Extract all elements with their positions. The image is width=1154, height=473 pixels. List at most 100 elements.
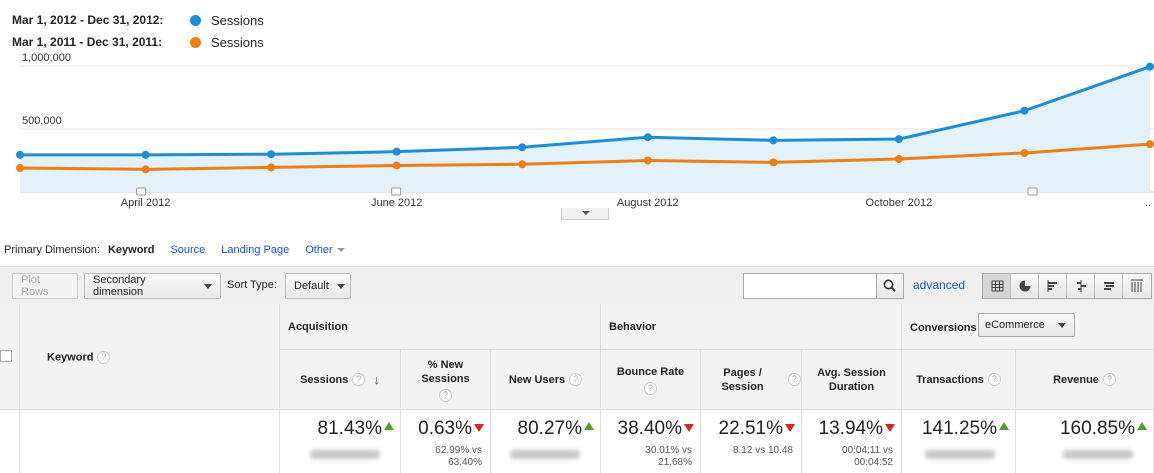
conversions-goal-value: eCommerce [985,319,1045,331]
sort-type-dropdown[interactable]: Default [285,273,351,299]
data-point[interactable] [16,164,24,173]
conversions-goal-dropdown[interactable]: eCommerce [978,313,1075,337]
column-header-transactions[interactable]: Transactions? [902,350,1016,410]
annotation-icon[interactable] [391,187,402,196]
help-icon[interactable]: ? [1102,373,1116,386]
advanced-filter-link[interactable]: advanced [913,278,966,292]
metric-change-cell: 38.40% 30.01% vs 21.68% [601,410,701,473]
data-point[interactable] [518,160,527,169]
annotation-marker [136,187,147,196]
annotation-icon[interactable] [1027,187,1038,196]
comparison-line: 63.40% [448,457,482,468]
secondary-dimension-dropdown[interactable]: Secondary dimension [84,273,221,299]
secondary-dimension-label: Secondary dimension [93,274,146,298]
data-point[interactable] [1146,62,1154,71]
data-point[interactable] [392,147,401,156]
table-toolbar: Plot Rows Secondary dimension Sort Type:… [0,266,1154,304]
data-point[interactable] [267,163,276,172]
select-all-header [0,304,20,410]
data-point[interactable] [643,133,652,142]
term-cloud-view-button[interactable] [1095,274,1123,298]
metric-change-cell: 141.25% [902,410,1016,473]
y-tick-label: 500,000 [22,115,62,127]
help-icon[interactable]: ? [569,373,583,386]
data-point[interactable] [894,154,903,163]
x-tick-label: June 2012 [371,197,422,209]
primary-dimension-label: Primary Dimension: [4,244,100,256]
dimension-source[interactable]: Source [170,244,206,256]
sort-descending-icon[interactable]: ↓ [373,371,380,387]
dimension-keyword[interactable]: Keyword [107,244,155,256]
chevron-down-icon [1058,323,1066,328]
column-header-avg-session-duration[interactable]: Avg. Session Duration? [802,350,902,410]
select-all-checkbox[interactable] [0,350,12,362]
data-point[interactable] [894,135,903,144]
comparison-view-button[interactable] [1067,274,1095,298]
help-icon[interactable]: ? [788,373,801,386]
legend-entry-2012[interactable]: Mar 1, 2012 - Dec 31, 2012: Sessions [12,9,264,31]
column-header--new-sessions[interactable]: % New Sessions? [401,350,491,410]
legend-entry-2011[interactable]: Mar 1, 2011 - Dec 31, 2011: Sessions [12,31,264,53]
help-icon[interactable]: ? [439,388,452,402]
data-point[interactable] [769,158,778,167]
column-header-label: Bounce Rate [616,365,685,378]
comparison-line: 21.68% [658,457,692,468]
data-point[interactable] [769,136,778,145]
report-table: Keyword? Acquisition Behavior Conversion… [0,304,1154,473]
redacted-value [510,450,580,459]
comparison-line: 00:04:11 vs [842,445,893,456]
series-line-1 [19,142,1151,171]
data-point[interactable] [1146,140,1154,149]
behavior-label: Behavior [609,321,657,333]
conversions-group-header: Conversions eCommerce [902,304,1154,350]
data-point[interactable] [1020,106,1029,115]
series-color-dot [190,36,201,48]
y-tick-label: 1,000,000 [22,52,71,64]
help-icon[interactable]: ? [97,351,111,364]
help-icon[interactable]: ? [644,381,657,395]
dimension-other-dropdown[interactable]: Other [305,244,345,256]
plot-rows-button[interactable]: Plot Rows [12,273,78,299]
grid-table-icon [991,280,1004,292]
pivot-view-button[interactable] [1123,274,1151,298]
arrow-down-icon [474,424,484,432]
keyword-column-header[interactable]: Keyword? [20,304,280,410]
data-point[interactable] [141,150,150,159]
dimension-landing-page[interactable]: Landing Page [221,244,290,256]
annotation-marker [391,187,402,196]
column-header-label: Transactions [916,373,984,386]
data-point[interactable] [1020,148,1029,157]
comparison-values: 00:04:11 vs 00:04:52 [842,445,893,469]
data-point[interactable] [267,150,276,159]
percent-change-value: 81.43% [317,418,382,439]
data-point[interactable] [141,165,150,174]
column-header-pages-session[interactable]: Pages / Session? [701,350,802,410]
collapse-chart-toggle[interactable] [561,208,609,220]
comparison-line: 30.01% vs [645,445,692,456]
column-header-revenue[interactable]: Revenue? [1016,350,1154,410]
data-point[interactable] [16,150,24,159]
column-header-label: % New Sessions [421,358,470,385]
x-tick-label: April 2012 [121,197,171,209]
column-header-bounce-rate[interactable]: Bounce Rate? [601,350,701,410]
column-header-new-users[interactable]: New Users? [491,350,601,410]
help-icon[interactable]: ? [987,373,1001,386]
arrow-up-icon [384,422,394,430]
column-header-sessions[interactable]: Sessions? ↓ [280,350,401,410]
data-point[interactable] [392,161,401,170]
search-button[interactable] [876,273,904,299]
table-search-input[interactable] [743,273,877,299]
series-line-0 [20,65,1151,157]
annotation-icon[interactable] [136,187,147,196]
acquisition-group-header: Acquisition [280,304,601,350]
performance-view-button[interactable] [1039,274,1067,298]
data-point[interactable] [643,156,652,165]
data-table-view-button[interactable] [983,274,1011,298]
row-checkbox-cell [0,410,20,473]
metric-change-cell: 80.27% [491,410,601,473]
data-point[interactable] [518,143,527,152]
percentage-view-button[interactable] [1011,274,1039,298]
sessions-line-chart[interactable]: 1,000,000 500,000 April 2012 June 2012 Augu… [0,52,1154,222]
keyword-total-cell [20,410,280,473]
help-icon[interactable]: ? [352,373,366,386]
